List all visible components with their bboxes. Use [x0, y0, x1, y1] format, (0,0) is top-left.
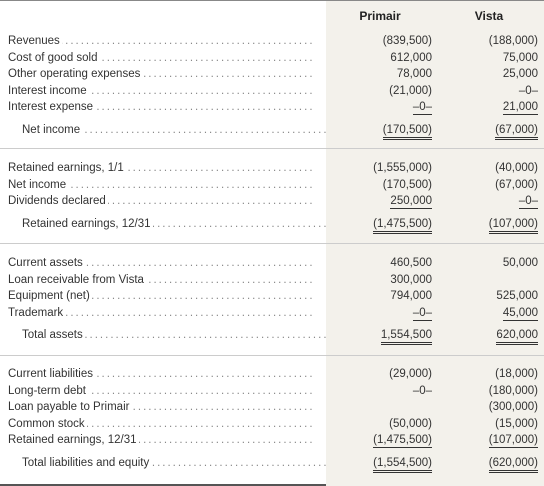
row-label: ........................................… [22, 329, 328, 341]
table-row: ........................................… [0, 432, 544, 448]
table-row: ........................................… [0, 383, 544, 399]
row-label: ........................................… [8, 401, 314, 413]
row-label: ........................................… [22, 217, 328, 230]
row-label: ........................................… [8, 257, 314, 269]
section-divider [0, 148, 544, 149]
primair-value: (1,475,500) [373, 434, 432, 448]
primair-value: 300,000 [390, 273, 432, 286]
primair-value [326, 399, 432, 415]
vista-value: (107,000) [434, 216, 538, 234]
vista-value: –0– [518, 195, 538, 209]
primair-value: 1,554,500 [326, 327, 432, 345]
primair-value: –0– [412, 101, 432, 115]
table-row: ........................................… [0, 193, 544, 209]
vista-value: (180,000) [488, 384, 538, 397]
section-divider [0, 355, 544, 356]
row-label: ........................................… [8, 51, 314, 64]
vista-value: (107,000) [488, 434, 538, 448]
row-label: ........................................… [8, 368, 314, 380]
row-label: ........................................… [8, 84, 314, 97]
leader-dots: ........................................… [22, 329, 328, 341]
vista-value: (40,000) [495, 162, 538, 174]
table-row: ........................................… [0, 160, 544, 176]
table-row: ........................................… [0, 416, 544, 432]
table-row: ........................................… [0, 305, 544, 321]
row-label: ........................................… [8, 68, 314, 80]
primair-value: (21,000) [389, 84, 432, 97]
table-row: ........................................… [0, 399, 544, 415]
vista-value: 50,000 [502, 257, 538, 269]
vista-value: 75,000 [502, 51, 538, 64]
section-divider [0, 243, 544, 244]
table-row: ........................................… [0, 122, 544, 140]
table-row: ........................................… [0, 366, 544, 382]
table-row: ........................................… [0, 177, 544, 193]
primair-value: –0– [412, 384, 432, 397]
row-label: ........................................… [8, 290, 314, 302]
primair-value: –0– [412, 306, 432, 321]
primair-value: (50,000) [389, 417, 432, 430]
table-row: ........................................… [0, 33, 544, 49]
vista-value: 25,000 [502, 68, 538, 80]
row-label: ........................................… [8, 101, 314, 113]
vista-value: 21,000 [502, 101, 538, 115]
vista-value: 525,000 [496, 290, 538, 302]
table-row: ........................................… [0, 83, 544, 99]
row-label: ........................................… [22, 123, 328, 136]
row-label: ........................................… [8, 417, 314, 430]
header-primair: Primair [326, 1, 435, 31]
table-row: ........................................… [0, 455, 544, 473]
primair-value: (839,500) [382, 35, 432, 47]
row-label: ........................................… [8, 273, 314, 286]
table-row: ........................................… [0, 327, 544, 345]
column-header: Primair Vista [0, 0, 544, 31]
primair-value: (170,500) [382, 178, 432, 191]
primair-value: 78,000 [396, 68, 432, 80]
row-label: ........................................… [8, 306, 314, 319]
leader-dots: ........................................… [8, 35, 314, 47]
leader-dots: ........................................… [8, 306, 314, 319]
vista-column-shade [434, 30, 544, 486]
table-row: ........................................… [0, 66, 544, 82]
vista-value: (15,000) [495, 417, 538, 430]
primair-value: 250,000 [390, 195, 432, 209]
header-vista: Vista [434, 1, 544, 31]
table-row: ........................................… [0, 216, 544, 234]
row-label: ........................................… [8, 384, 314, 397]
vista-value: (67,000) [495, 178, 538, 191]
primair-value: 612,000 [390, 51, 432, 64]
table-row: ........................................… [0, 272, 544, 288]
vista-value: (18,000) [495, 368, 538, 380]
vista-value: (188,000) [488, 35, 538, 47]
primair-value: 460,500 [390, 257, 432, 269]
vista-value: 620,000 [434, 327, 538, 345]
primair-column-shade [326, 30, 435, 486]
row-label: ........................................… [8, 434, 314, 446]
table-row: ........................................… [0, 288, 544, 304]
primair-value: (1,554,500) [326, 455, 432, 473]
primair-value: (1,555,000) [373, 162, 432, 174]
vista-value: –0– [518, 84, 538, 97]
row-label: ........................................… [8, 195, 314, 207]
row-label: ........................................… [8, 178, 314, 191]
vista-value: (620,000) [434, 455, 538, 473]
table-row: ........................................… [0, 50, 544, 66]
primair-value: (170,500) [326, 122, 432, 140]
vista-value: 45,000 [502, 306, 538, 321]
primair-value: (1,475,500) [326, 216, 432, 234]
row-label: ........................................… [8, 35, 314, 47]
vista-value: (67,000) [434, 122, 538, 140]
leader-dots: ........................................… [8, 178, 314, 191]
row-label: ........................................… [8, 162, 314, 174]
primair-value: (29,000) [389, 368, 432, 380]
table-row: ........................................… [0, 99, 544, 115]
leader-dots: ........................................… [22, 123, 328, 136]
vista-value [434, 272, 538, 288]
table-row: ........................................… [0, 255, 544, 271]
vista-value: (300,000) [488, 401, 538, 413]
row-label: ........................................… [22, 456, 328, 469]
primair-value: 794,000 [390, 290, 432, 302]
